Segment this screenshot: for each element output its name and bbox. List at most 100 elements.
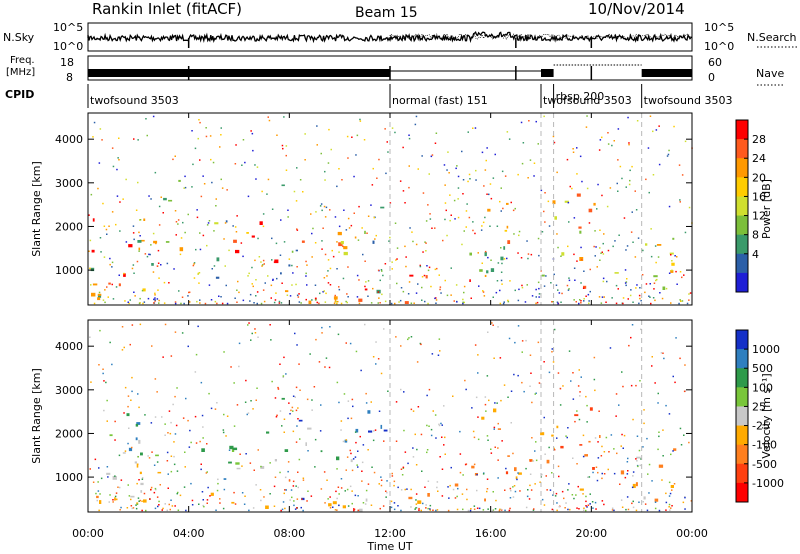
scatter-cell-226 — [373, 430, 375, 432]
scatter-cell-232 — [582, 434, 585, 437]
scatter-cell-774 — [205, 472, 208, 474]
scatter-cell-93 — [643, 496, 646, 500]
scatter-cell-200 — [319, 292, 321, 295]
scatter-cell-629 — [486, 193, 488, 195]
scatter-cell-188 — [367, 449, 369, 451]
scatter-cell-865 — [130, 399, 132, 401]
scatter-cell-233 — [190, 482, 192, 485]
scatter-cell-564 — [527, 489, 529, 491]
scatter-cell-414 — [424, 241, 426, 243]
scatter-cell-451 — [355, 441, 357, 444]
scatter-cell-445 — [586, 404, 588, 407]
scatter-cell-47 — [295, 249, 298, 252]
scatter-cell-86 — [561, 252, 565, 256]
scatter-cell-287 — [548, 446, 550, 449]
scatter-cell-374 — [504, 489, 506, 491]
scatter-cell-365 — [290, 409, 292, 412]
scatter-cell-257 — [635, 209, 638, 211]
scatter-cell-832 — [663, 357, 665, 360]
scatter-cell-629 — [292, 430, 295, 433]
scatter-cell-741 — [647, 473, 649, 475]
scatter-cell-605 — [154, 297, 156, 299]
scatter-cell-805 — [535, 120, 537, 123]
scatter-cell-958 — [312, 227, 314, 230]
scatter-cell-370 — [299, 389, 301, 391]
scatter-cell-717 — [425, 250, 427, 252]
scatter-cell-726 — [306, 284, 308, 286]
scatter-cell-261 — [410, 408, 413, 411]
scatter-cell-578 — [631, 165, 633, 168]
scatter-cell-139 — [244, 401, 247, 403]
scatter-cell-26 — [215, 276, 220, 279]
scatter-cell-935 — [607, 132, 609, 134]
scatter-cell-744 — [494, 446, 496, 448]
scatter-cell-513 — [251, 266, 253, 269]
scatter-cell-731 — [415, 243, 418, 246]
scatter-cell-4 — [155, 454, 159, 457]
x-tick-label-2: 08:00 — [273, 527, 305, 540]
scatter-cell-368 — [177, 219, 180, 221]
scatter-cell-426 — [269, 493, 271, 495]
scatter-cell-889 — [347, 400, 350, 402]
scatter-cell-240 — [500, 399, 502, 402]
scatter-cell-434 — [490, 452, 493, 454]
scatter-cell-884 — [148, 195, 150, 197]
scatter-cell-87 — [552, 200, 556, 205]
scatter-cell-413 — [668, 506, 670, 508]
scatter-cell-516 — [273, 301, 276, 304]
scatter-cell-936 — [311, 299, 313, 301]
scatter-cell-42 — [210, 492, 214, 496]
scatter-cell-289 — [254, 328, 256, 330]
scatter-cell-600 — [467, 509, 470, 512]
scatter-cell-790 — [139, 235, 141, 237]
scatter-cell-80 — [579, 444, 583, 446]
scatter-cell-327 — [635, 384, 637, 387]
scatter-cell-21 — [138, 247, 141, 251]
scatter-cell-532 — [579, 395, 581, 397]
scatter-cell-988 — [421, 155, 423, 157]
scatter-cell-308 — [114, 495, 117, 498]
scatter-cell-584 — [168, 410, 171, 412]
scatter-cell-192 — [141, 289, 144, 292]
scatter-cell-570 — [174, 433, 177, 435]
scatter-cell-390 — [131, 376, 133, 379]
scatter-cell-195 — [219, 502, 221, 504]
scatter-cell-769 — [530, 489, 533, 491]
scatter-cell-506 — [151, 451, 153, 453]
scatter-cell-295 — [115, 492, 118, 494]
scatter-cell-134 — [671, 260, 673, 262]
scatter-cell-696 — [613, 509, 615, 512]
scatter-cell-522 — [435, 297, 437, 299]
scatter-cell-39 — [285, 290, 289, 293]
scatter-cell-537 — [299, 438, 301, 440]
scatter-cell-745 — [327, 282, 330, 284]
scatter-cell-275 — [417, 283, 419, 285]
scatter-cell-163 — [610, 434, 613, 436]
scatter-cell-487 — [425, 242, 427, 244]
scatter-cell-189 — [111, 266, 113, 268]
scatter-cell-157 — [543, 416, 545, 419]
scatter-cell-500 — [434, 268, 437, 271]
scatter-cell-933 — [149, 498, 151, 500]
scatter-cell-46 — [298, 419, 303, 422]
scatter-cell-801 — [660, 352, 663, 354]
velocity-dashed-lines — [389, 320, 643, 512]
scatter-cell-35 — [308, 300, 312, 304]
scatter-cell-321 — [520, 257, 523, 259]
scatter-cell-625 — [294, 332, 296, 335]
scatter-cell-98 — [111, 261, 114, 264]
scatter-cell-242 — [520, 121, 523, 124]
scatter-cell-178 — [388, 240, 390, 242]
scatter-cell-241 — [119, 509, 121, 511]
scatter-cell-477 — [173, 268, 175, 270]
scatter-cell-646 — [259, 489, 262, 491]
scatter-cell-475 — [420, 509, 422, 512]
scatter-cell-896 — [112, 501, 114, 503]
scatter-cell-108 — [171, 505, 174, 507]
scatter-cell-0 — [92, 218, 95, 222]
scatter-cell-817 — [118, 486, 121, 489]
scatter-cell-411 — [123, 346, 125, 349]
scatter-cell-393 — [297, 418, 299, 420]
scatter-cell-602 — [316, 301, 318, 304]
scatter-cell-443 — [156, 298, 159, 300]
